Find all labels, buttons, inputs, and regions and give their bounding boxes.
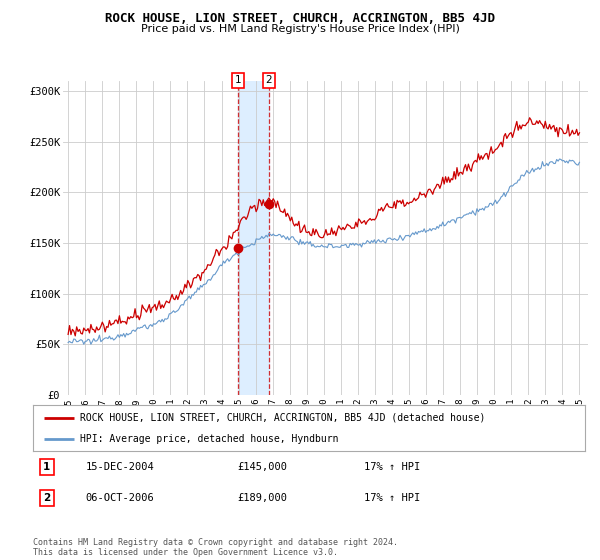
Text: 17% ↑ HPI: 17% ↑ HPI (364, 462, 421, 472)
Text: 17% ↑ HPI: 17% ↑ HPI (364, 493, 421, 503)
Text: 2: 2 (265, 75, 272, 85)
Text: ROCK HOUSE, LION STREET, CHURCH, ACCRINGTON, BB5 4JD (detached house): ROCK HOUSE, LION STREET, CHURCH, ACCRING… (80, 413, 485, 423)
Text: ROCK HOUSE, LION STREET, CHURCH, ACCRINGTON, BB5 4JD: ROCK HOUSE, LION STREET, CHURCH, ACCRING… (105, 12, 495, 25)
Text: 1: 1 (43, 462, 50, 472)
Text: 2: 2 (43, 493, 50, 503)
Text: Price paid vs. HM Land Registry's House Price Index (HPI): Price paid vs. HM Land Registry's House … (140, 24, 460, 34)
Text: 15-DEC-2004: 15-DEC-2004 (85, 462, 154, 472)
Text: Contains HM Land Registry data © Crown copyright and database right 2024.
This d: Contains HM Land Registry data © Crown c… (33, 538, 398, 557)
Text: 06-OCT-2006: 06-OCT-2006 (85, 493, 154, 503)
Text: £145,000: £145,000 (237, 462, 287, 472)
Text: £189,000: £189,000 (237, 493, 287, 503)
Text: 1: 1 (235, 75, 241, 85)
Text: HPI: Average price, detached house, Hyndburn: HPI: Average price, detached house, Hynd… (80, 435, 338, 444)
Bar (238, 81, 269, 395)
